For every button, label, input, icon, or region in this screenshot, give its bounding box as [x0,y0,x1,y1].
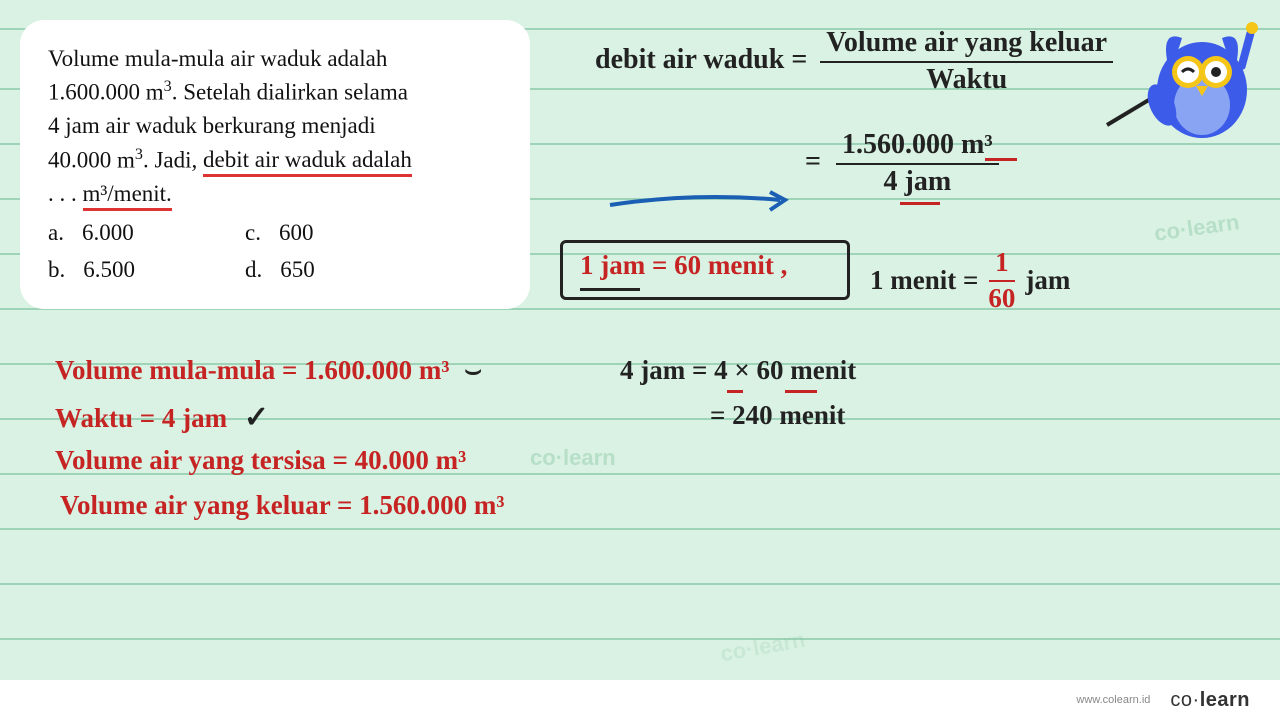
problem-card: Volume mula-mula air waduk adalah 1.600.… [20,20,530,309]
option-value: 6.000 [82,216,134,249]
problem-line-2: 1.600.000 m3. Setelah dialirkan selama [48,75,502,109]
superscript: 3 [164,78,172,95]
mascot-owl-icon [1102,10,1262,150]
conv-label: 1 menit = [870,265,978,296]
fraction-numerator: 1.560.000 m³ [836,130,999,165]
problem-line-5: . . . m³/menit. [48,177,502,210]
option-c: c. 600 [245,216,315,249]
brand-part: learn [1200,689,1250,711]
jam-calc-2: = 240 menit [710,400,845,431]
equals: = [805,146,821,177]
fraction-denominator: Waktu [926,63,1007,96]
options: a. 6.000 b. 6.500 c. 600 d. 650 [48,216,502,287]
problem-text: . . . [48,181,83,206]
problem-text: 40.000 m [48,147,135,172]
option-value: 600 [279,216,314,249]
underlined-text: debit air waduk adalah [203,147,412,177]
problem-text: 1.600.000 m [48,80,164,105]
option-a: a. 6.000 [48,216,135,249]
conversion-right: 1 menit = 1 60 jam [870,248,1070,313]
problem-line-1: Volume mula-mula air waduk adalah [48,42,502,75]
problem-line-3: 4 jam air waduk berkurang menjadi [48,109,502,142]
formula-lhs: debit air waduk = [595,44,807,75]
num-text: 1.560.000 m³ [842,129,993,160]
text: Volume mula-mula = 1.600.000 m³ [55,355,450,385]
option-label: c. [245,216,261,249]
footer-brand: co·learn [1170,689,1250,712]
options-col-right: c. 600 d. 650 [245,216,315,287]
red-underline [985,158,1017,161]
waktu: Waktu = 4 jam ✓ [55,400,269,435]
volume-keluar: Volume air yang keluar = 1.560.000 m³ [60,490,505,521]
fraction-numerator: Volume air yang keluar [820,28,1113,63]
volume-mula: Volume mula-mula = 1.600.000 m³ ⌣ [55,355,482,387]
fraction-denominator: 4 jam [884,165,952,198]
arrow-icon [605,180,795,220]
option-d: d. 650 [245,253,315,286]
volume-sisa: Volume air yang tersisa = 40.000 m³ [55,445,466,476]
den-text: 4 jam [884,166,952,197]
option-value: 6.500 [83,253,135,286]
option-label: a. [48,216,64,249]
formula-debit: debit air waduk = Volume air yang keluar… [595,28,1113,96]
red-underline [785,390,817,393]
check-icon: ✓ [244,401,269,434]
red-underline [900,202,940,205]
text: Waktu = 4 jam [55,403,227,433]
formula-value: = 1.560.000 m³ 4 jam [805,130,999,198]
value-fraction: 1.560.000 m³ 4 jam [836,130,999,198]
problem-line-4: 40.000 m3. Jadi, debit air waduk adalah [48,143,502,177]
fraction-denominator: 60 [988,282,1015,314]
jam-calc-1: 4 jam = 4 × 60 menit [620,355,856,386]
formula-fraction: Volume air yang keluar Waktu [820,28,1113,96]
conversion-left: 1 jam = 60 menit , [580,250,787,281]
option-value: 650 [280,253,315,286]
underlined-text: m³/menit. [83,181,172,211]
conv-unit: jam [1025,265,1070,296]
problem-text: . Jadi, [143,147,203,172]
options-col-left: a. 6.000 b. 6.500 [48,216,135,287]
option-label: b. [48,253,65,286]
footer-url: www.colearn.id [1076,694,1150,706]
brand-dot: · [1193,689,1200,711]
conv-fraction: 1 60 [988,248,1015,313]
superscript: 3 [135,146,143,163]
option-b: b. 6.500 [48,253,135,286]
brand-part: co [1170,689,1192,711]
problem-text: . Setelah dialirkan selama [172,80,408,105]
footer: www.colearn.id co·learn [0,680,1280,720]
red-underline [727,390,743,393]
fraction-numerator: 1 [989,248,1015,282]
black-underline [580,288,640,291]
option-label: d. [245,253,262,286]
